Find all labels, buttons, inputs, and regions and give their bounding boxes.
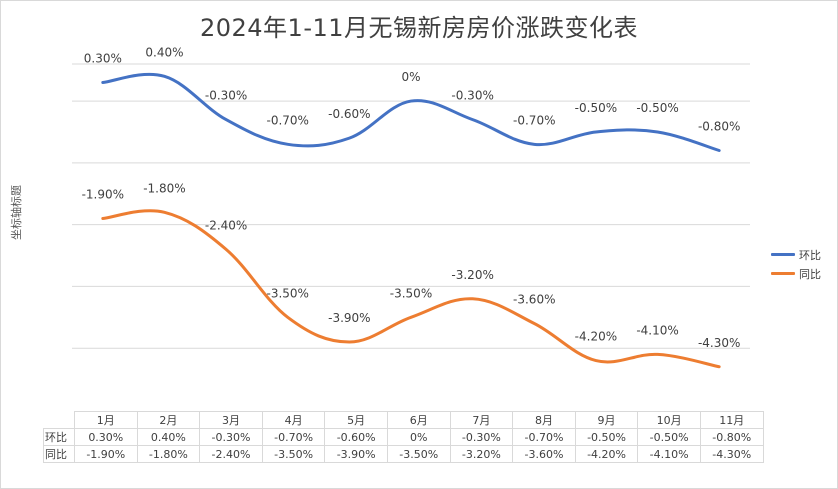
data-label-mom: 0.40% — [145, 45, 183, 59]
data-table-cell: -0.30% — [199, 428, 263, 446]
data-table-category: 1月 — [74, 411, 138, 429]
chart-title: 2024年1-11月无锡新房房价涨跌变化表 — [199, 14, 639, 42]
data-label-yoy: -3.20% — [451, 268, 493, 282]
data-table-cell: -3.20% — [449, 445, 514, 463]
data-table-series-label: 同比 — [43, 445, 75, 463]
data-table-category: 3月 — [199, 411, 263, 429]
data-table-cell: -1.80% — [136, 445, 201, 463]
data-table-cell: -1.90% — [74, 445, 138, 463]
legend-item-yoy: 同比 — [771, 264, 821, 283]
legend-label-mom: 环比 — [799, 248, 821, 262]
data-table-cell: -3.60% — [512, 445, 576, 463]
data-label-mom: -0.80% — [698, 120, 740, 134]
data-table-row-yoy: 同比 -1.90% -1.80% -2.40% -3.50% -3.90% -3.50% -3… — [43, 445, 764, 463]
data-table-corner — [43, 411, 75, 429]
data-label-mom: 0.30% — [84, 52, 122, 66]
data-table-cell: 0% — [386, 428, 451, 446]
data-table-category: 7月 — [449, 411, 514, 429]
data-label-yoy: -4.20% — [575, 330, 617, 344]
data-table-cell: 0.40% — [136, 428, 201, 446]
data-label-mom: -0.30% — [451, 89, 493, 103]
data-table-cell: -0.50% — [574, 428, 639, 446]
data-table-cell: -2.40% — [199, 445, 263, 463]
data-label-mom: -0.70% — [267, 113, 309, 127]
data-label-yoy: -1.90% — [82, 187, 124, 201]
data-table-cell: 0.30% — [74, 428, 138, 446]
data-table-category: 10月 — [637, 411, 701, 429]
data-table-category: 11月 — [699, 411, 764, 429]
data-label-mom: -0.70% — [513, 113, 555, 127]
data-table-cell: -4.10% — [637, 445, 701, 463]
data-table-row-mom: 环比 0.30% 0.40% -0.30% -0.70% -0.60% 0% -0.30% -0… — [43, 428, 764, 446]
data-label-mom: -0.30% — [205, 89, 247, 103]
data-label-mom: -0.50% — [575, 101, 617, 115]
legend: 环比 同比 — [771, 245, 821, 283]
data-label-mom: 0% — [401, 70, 420, 84]
data-label-yoy: -4.10% — [636, 323, 678, 337]
series-line-mom — [101, 72, 721, 152]
data-table-category: 2月 — [136, 411, 201, 429]
data-label-yoy: -3.90% — [328, 311, 370, 325]
data-table-cell: -0.80% — [699, 428, 764, 446]
data-table-cell: -3.50% — [261, 445, 326, 463]
data-label-yoy: -3.60% — [513, 293, 555, 307]
data-table-series-label: 环比 — [43, 428, 75, 446]
data-table-cell: -4.20% — [574, 445, 639, 463]
data-table-cell: -3.50% — [386, 445, 451, 463]
data-table-category: 4月 — [261, 411, 326, 429]
data-label-mom: -0.60% — [328, 107, 370, 121]
data-table-category: 9月 — [574, 411, 639, 429]
data-table-category: 5月 — [324, 411, 388, 429]
data-table-category: 6月 — [386, 411, 451, 429]
data-table-cell: -0.60% — [324, 428, 388, 446]
data-table-cell: -0.50% — [637, 428, 701, 446]
data-table-cell: -0.30% — [449, 428, 514, 446]
data-label-yoy: -4.30% — [698, 336, 740, 350]
data-table-category: 8月 — [512, 411, 576, 429]
data-table: 1月 2月 3月 4月 5月 6月 7月 8月 9月 10月 11月 环比 0.30% 0.40% -0.… — [43, 411, 764, 463]
legend-swatch-mom — [771, 253, 795, 256]
data-table-header: 1月 2月 3月 4月 5月 6月 7月 8月 9月 10月 11月 — [43, 411, 764, 429]
data-label-yoy: -2.40% — [205, 218, 247, 232]
data-table-cell: -3.90% — [324, 445, 388, 463]
legend-item-mom: 环比 — [771, 245, 821, 264]
legend-label-yoy: 同比 — [799, 267, 821, 281]
data-label-yoy: -1.80% — [143, 181, 185, 195]
data-label-mom: -0.50% — [636, 101, 678, 115]
data-table-cell: -0.70% — [261, 428, 326, 446]
legend-swatch-yoy — [771, 272, 795, 275]
data-table-cell: -4.30% — [699, 445, 764, 463]
data-label-yoy: -3.50% — [267, 286, 309, 300]
data-table-cell: -0.70% — [512, 428, 576, 446]
data-label-yoy: -3.50% — [390, 286, 432, 300]
